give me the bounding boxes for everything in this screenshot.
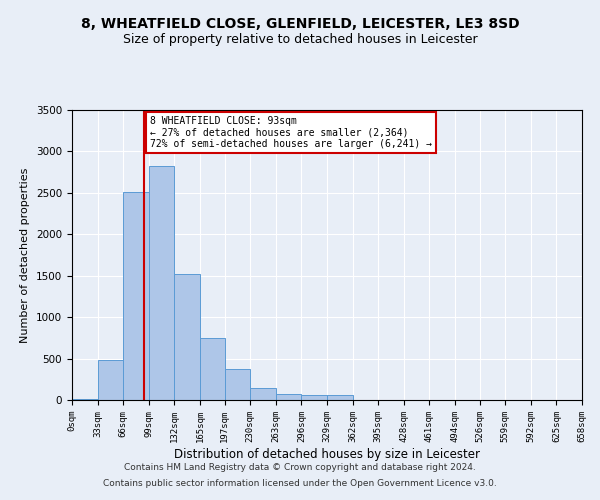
Bar: [224, 368, 250, 400]
Bar: [123, 192, 149, 400]
Text: Contains HM Land Registry data © Crown copyright and database right 2024.: Contains HM Land Registry data © Crown c…: [124, 464, 476, 472]
Bar: [72, 399, 98, 400]
X-axis label: Distribution of detached houses by size in Leicester: Distribution of detached houses by size …: [174, 448, 480, 460]
Text: 8, WHEATFIELD CLOSE, GLENFIELD, LEICESTER, LE3 8SD: 8, WHEATFIELD CLOSE, GLENFIELD, LEICESTE…: [80, 18, 520, 32]
Text: Contains public sector information licensed under the Open Government Licence v3: Contains public sector information licen…: [103, 478, 497, 488]
Bar: [98, 360, 123, 400]
Bar: [327, 396, 353, 400]
Bar: [200, 338, 224, 400]
Bar: [276, 394, 301, 400]
Bar: [149, 166, 175, 400]
Y-axis label: Number of detached properties: Number of detached properties: [20, 168, 31, 342]
Bar: [250, 388, 276, 400]
Text: 8 WHEATFIELD CLOSE: 93sqm
← 27% of detached houses are smaller (2,364)
72% of se: 8 WHEATFIELD CLOSE: 93sqm ← 27% of detac…: [149, 116, 431, 149]
Text: Size of property relative to detached houses in Leicester: Size of property relative to detached ho…: [122, 32, 478, 46]
Bar: [301, 396, 327, 400]
Bar: [175, 274, 200, 400]
